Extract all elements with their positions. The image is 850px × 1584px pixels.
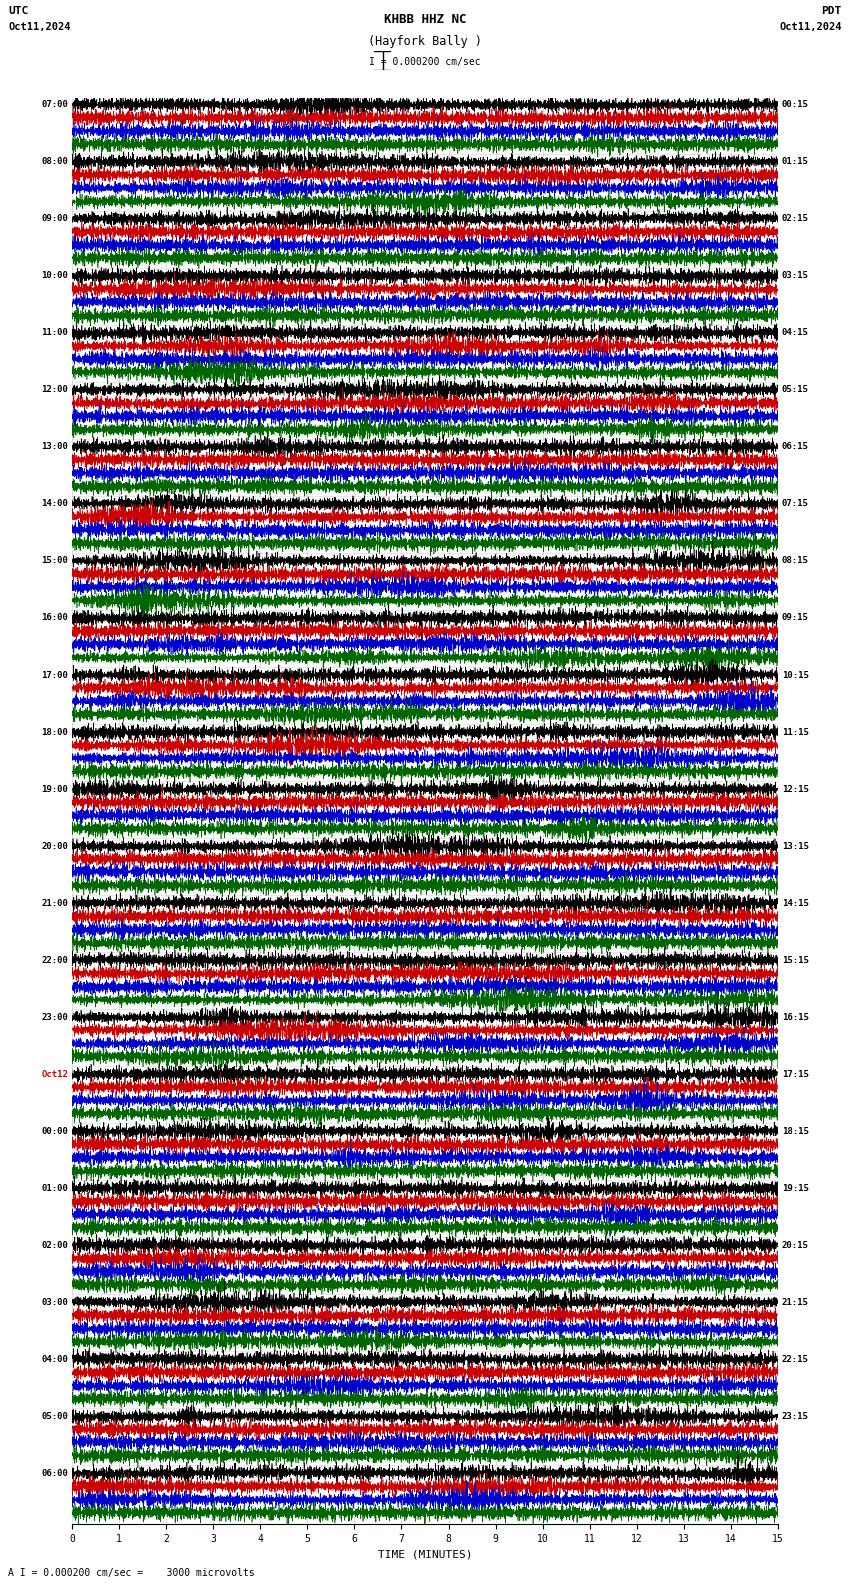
Text: 13:15: 13:15 bbox=[782, 841, 809, 851]
Text: 07:00: 07:00 bbox=[41, 100, 68, 109]
Text: 20:15: 20:15 bbox=[782, 1240, 809, 1250]
Text: 08:00: 08:00 bbox=[41, 157, 68, 166]
Text: 14:15: 14:15 bbox=[782, 898, 809, 908]
Text: 18:15: 18:15 bbox=[782, 1126, 809, 1136]
Text: 01:00: 01:00 bbox=[41, 1183, 68, 1193]
Text: 22:00: 22:00 bbox=[41, 955, 68, 965]
Text: 03:15: 03:15 bbox=[782, 271, 809, 280]
Text: 11:00: 11:00 bbox=[41, 328, 68, 337]
Text: 09:00: 09:00 bbox=[41, 214, 68, 223]
Text: 21:00: 21:00 bbox=[41, 898, 68, 908]
Text: 04:15: 04:15 bbox=[782, 328, 809, 337]
Text: 19:00: 19:00 bbox=[41, 784, 68, 794]
Text: Oct11,2024: Oct11,2024 bbox=[8, 22, 71, 32]
Text: 16:15: 16:15 bbox=[782, 1012, 809, 1022]
Text: 16:00: 16:00 bbox=[41, 613, 68, 623]
Text: (Hayfork Bally ): (Hayfork Bally ) bbox=[368, 35, 482, 48]
Text: Oct12: Oct12 bbox=[41, 1069, 68, 1079]
Text: KHBB HHZ NC: KHBB HHZ NC bbox=[383, 13, 467, 25]
Text: 09:15: 09:15 bbox=[782, 613, 809, 623]
Text: PDT: PDT bbox=[821, 6, 842, 16]
Text: 23:15: 23:15 bbox=[782, 1411, 809, 1421]
Text: 20:00: 20:00 bbox=[41, 841, 68, 851]
Text: UTC: UTC bbox=[8, 6, 29, 16]
Text: 21:15: 21:15 bbox=[782, 1297, 809, 1307]
Text: 12:15: 12:15 bbox=[782, 784, 809, 794]
Text: 03:00: 03:00 bbox=[41, 1297, 68, 1307]
Text: A I = 0.000200 cm/sec =    3000 microvolts: A I = 0.000200 cm/sec = 3000 microvolts bbox=[8, 1568, 255, 1578]
Text: 19:15: 19:15 bbox=[782, 1183, 809, 1193]
Text: 17:00: 17:00 bbox=[41, 670, 68, 680]
Text: 04:00: 04:00 bbox=[41, 1354, 68, 1364]
Text: 22:15: 22:15 bbox=[782, 1354, 809, 1364]
Text: 08:15: 08:15 bbox=[782, 556, 809, 565]
Text: 00:00: 00:00 bbox=[41, 1126, 68, 1136]
Text: 06:00: 06:00 bbox=[41, 1468, 68, 1478]
Text: 10:15: 10:15 bbox=[782, 670, 809, 680]
Text: 14:00: 14:00 bbox=[41, 499, 68, 508]
Text: 11:15: 11:15 bbox=[782, 727, 809, 737]
Text: 05:15: 05:15 bbox=[782, 385, 809, 394]
Text: 05:00: 05:00 bbox=[41, 1411, 68, 1421]
Text: 01:15: 01:15 bbox=[782, 157, 809, 166]
Text: 02:15: 02:15 bbox=[782, 214, 809, 223]
Text: 17:15: 17:15 bbox=[782, 1069, 809, 1079]
X-axis label: TIME (MINUTES): TIME (MINUTES) bbox=[377, 1549, 473, 1559]
Text: 10:00: 10:00 bbox=[41, 271, 68, 280]
Text: 12:00: 12:00 bbox=[41, 385, 68, 394]
Text: Oct11,2024: Oct11,2024 bbox=[779, 22, 842, 32]
Text: I = 0.000200 cm/sec: I = 0.000200 cm/sec bbox=[369, 57, 481, 67]
Text: 13:00: 13:00 bbox=[41, 442, 68, 451]
Text: 15:00: 15:00 bbox=[41, 556, 68, 565]
Text: 23:00: 23:00 bbox=[41, 1012, 68, 1022]
Text: 18:00: 18:00 bbox=[41, 727, 68, 737]
Text: 07:15: 07:15 bbox=[782, 499, 809, 508]
Text: 00:15: 00:15 bbox=[782, 100, 809, 109]
Text: 06:15: 06:15 bbox=[782, 442, 809, 451]
Text: 02:00: 02:00 bbox=[41, 1240, 68, 1250]
Text: 15:15: 15:15 bbox=[782, 955, 809, 965]
